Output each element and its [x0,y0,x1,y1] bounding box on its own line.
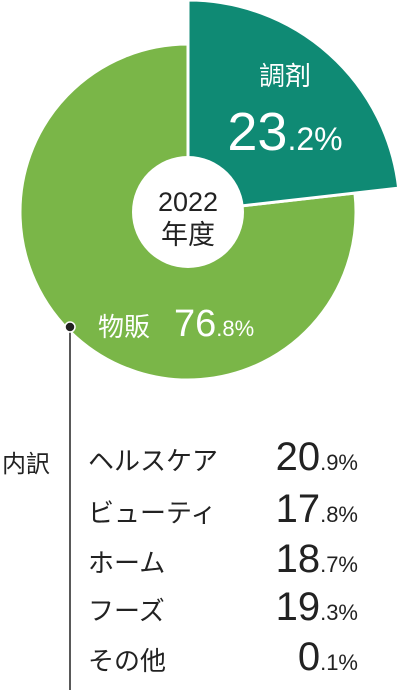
slice-value: 23.2% [227,102,342,162]
breakdown-name: フーズ [88,596,165,626]
breakdown-value: 17.8% [276,487,358,531]
leader-dot [64,321,76,333]
pie [18,0,400,382]
breakdown-name: ヘルスケア [88,446,218,476]
slice-value: 76.8% [174,303,254,345]
breakdown-name: ビューティ [88,498,216,528]
slice-label: 調剤 [259,61,311,91]
center-hole [132,156,244,268]
breakdown-name: ホーム [88,548,165,578]
breakdown-value: 18.7% [276,537,358,581]
breakdown-value: 20.9% [276,435,358,479]
pie-slice [186,0,400,214]
breakdown-value: 19.3% [276,585,358,629]
breakdown-name: その他 [88,646,166,676]
center-label: 年度 [161,220,215,250]
center-label: 2022 [158,187,218,217]
breakdown-label: 内訳 [2,451,50,478]
slice-label: 物販 [98,312,150,342]
pie-slice [18,42,358,382]
breakdown-value: 0.1% [298,635,358,679]
